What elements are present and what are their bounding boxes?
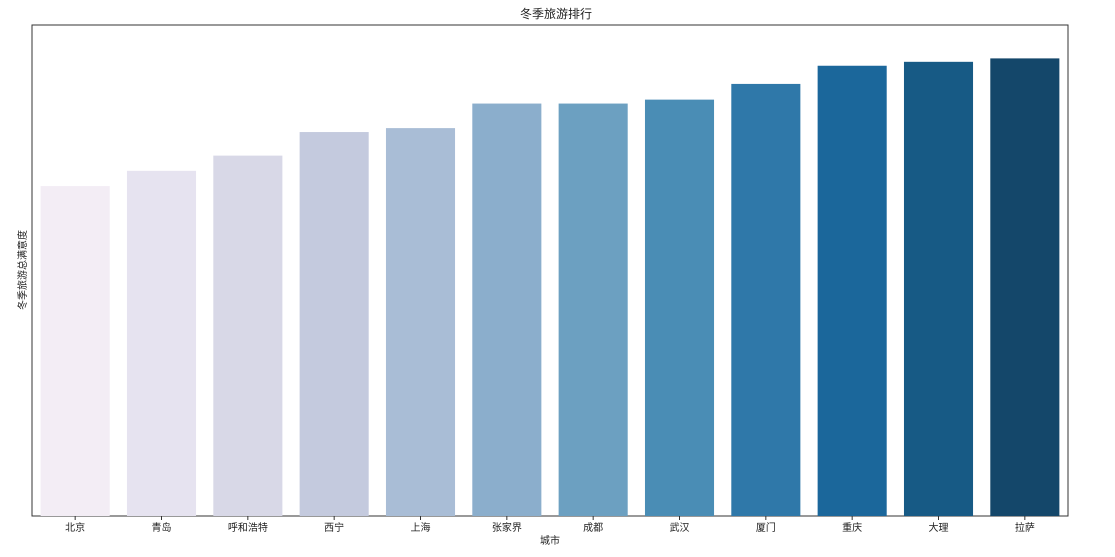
- x-tick-label-5: 张家界: [492, 521, 522, 534]
- x-axis-label: 城市: [540, 534, 560, 547]
- bar-3: [299, 132, 369, 517]
- bars-group: [40, 58, 1060, 517]
- y-axis-label: 冬季旅游总满意度: [16, 230, 29, 310]
- bar-0: [40, 186, 110, 517]
- x-tick-label-9: 重庆: [842, 521, 862, 534]
- bar-4: [385, 128, 456, 517]
- x-tick-label-2: 呼和浩特: [228, 522, 268, 534]
- bar-10: [903, 61, 974, 516]
- x-tick-label-7: 武汉: [670, 521, 690, 534]
- bar-2: [213, 155, 283, 517]
- x-tick-label-8: 厦门: [756, 521, 776, 534]
- x-tick-label-0: 北京: [65, 521, 85, 534]
- plot-frame: [31, 24, 1069, 517]
- bar-5: [472, 103, 542, 516]
- x-tick-label-1: 青岛: [152, 521, 172, 534]
- x-tick-label-4: 上海: [411, 521, 431, 534]
- x-tick-label-10: 大理: [929, 521, 949, 534]
- bar-11: [990, 58, 1060, 516]
- x-tick-label-3: 西宁: [324, 521, 344, 534]
- x-tick-label-6: 成都: [583, 522, 603, 534]
- bar-6: [558, 103, 628, 516]
- bar-8: [731, 83, 801, 517]
- x-tick-label-11: 拉萨: [1015, 521, 1035, 534]
- bar-7: [644, 99, 715, 516]
- x-ticks-group: 北京 青岛 呼和浩特 西宁 上海 张家界 成都 武汉 厦门 重庆 大理 拉萨: [65, 516, 1035, 534]
- bar-9: [817, 65, 887, 516]
- bar-1: [126, 170, 197, 516]
- chart-title: 冬季旅游排行: [520, 6, 592, 21]
